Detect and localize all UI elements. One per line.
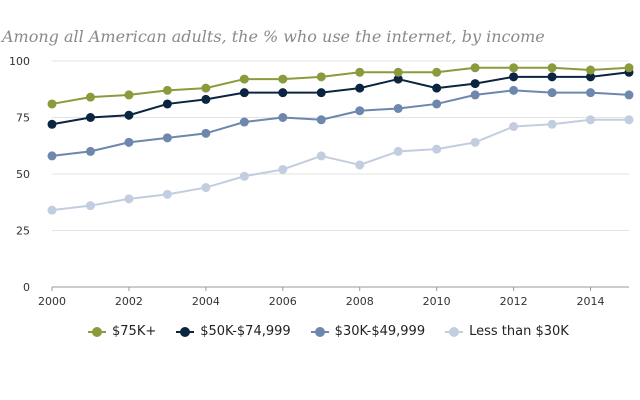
data-point-1 — [201, 94, 211, 104]
data-point-3 — [470, 137, 480, 147]
data-point-3 — [624, 115, 634, 125]
data-point-0 — [624, 63, 634, 73]
legend-label: $75K+ — [112, 324, 157, 339]
data-point-2 — [316, 115, 326, 125]
chart-legend: $75K+ $50K-$74,999 $30K-$49,999 Less than $… — [88, 324, 589, 339]
data-point-1 — [124, 110, 134, 120]
legend-item: Less than $30K — [445, 324, 569, 339]
data-point-2 — [624, 90, 634, 100]
x-tick-label: 2006 — [269, 295, 297, 308]
data-point-1 — [355, 83, 365, 93]
series-line-0 — [51, 66, 630, 105]
x-tick-label: 2004 — [192, 295, 220, 308]
data-point-1 — [162, 99, 172, 109]
data-point-0 — [586, 65, 596, 75]
y-tick-label: 75 — [16, 112, 30, 125]
data-point-0 — [124, 90, 134, 100]
y-tick-label: 100 — [9, 55, 30, 68]
data-point-3 — [547, 119, 557, 129]
data-point-1 — [316, 88, 326, 98]
data-point-0 — [47, 99, 57, 109]
data-point-1 — [509, 72, 519, 82]
data-point-3 — [316, 151, 326, 161]
data-point-3 — [355, 160, 365, 170]
y-tick-label: 0 — [23, 281, 30, 294]
data-point-2 — [432, 99, 442, 109]
data-point-0 — [278, 74, 288, 84]
x-tick-label: 2010 — [423, 295, 451, 308]
data-point-2 — [586, 88, 596, 98]
data-point-3 — [162, 189, 172, 199]
legend-marker-icon — [176, 325, 195, 339]
data-point-0 — [239, 74, 249, 84]
x-tick-label: 2014 — [577, 295, 605, 308]
data-point-0 — [393, 67, 403, 77]
data-point-1 — [47, 119, 57, 129]
data-point-1 — [432, 83, 442, 93]
legend-marker-icon — [445, 325, 464, 339]
legend-item: $75K+ — [88, 324, 156, 339]
data-point-1 — [470, 79, 480, 89]
data-point-0 — [470, 63, 480, 73]
data-point-1 — [85, 113, 95, 122]
data-point-0 — [509, 63, 519, 73]
data-point-3 — [85, 201, 95, 211]
series-line-1 — [51, 71, 630, 126]
data-point-3 — [509, 122, 519, 132]
data-point-3 — [586, 115, 596, 125]
data-point-2 — [509, 85, 519, 95]
chart-title: Among all American adults, the % who use… — [2, 27, 545, 46]
data-point-2 — [124, 137, 134, 147]
data-point-1 — [239, 88, 249, 98]
data-point-0 — [201, 83, 211, 93]
legend-label: $30K-$49,999 — [334, 324, 426, 339]
data-point-2 — [47, 151, 57, 161]
legend-label: $50K-$74,999 — [200, 324, 291, 339]
data-point-2 — [393, 103, 403, 113]
x-tick-label: 2002 — [115, 295, 143, 308]
data-point-3 — [393, 146, 403, 156]
data-point-0 — [162, 85, 172, 95]
data-point-1 — [547, 72, 557, 82]
data-point-2 — [201, 128, 211, 138]
data-point-1 — [586, 72, 596, 82]
data-point-3 — [124, 194, 134, 204]
data-point-2 — [355, 106, 365, 116]
data-point-2 — [85, 146, 95, 156]
y-tick-label: 25 — [16, 225, 30, 238]
data-point-1 — [393, 74, 403, 84]
legend-marker-icon — [88, 325, 106, 339]
y-tick-label: 50 — [16, 168, 30, 181]
data-point-3 — [47, 205, 57, 215]
data-point-0 — [85, 92, 95, 102]
legend-marker-icon — [310, 325, 329, 339]
data-point-3 — [278, 164, 288, 174]
data-point-3 — [432, 144, 442, 154]
x-tick-label: 2008 — [346, 295, 374, 308]
x-tick-label: 2000 — [38, 295, 66, 308]
data-point-2 — [278, 113, 288, 122]
series-line-3 — [51, 118, 629, 212]
data-point-3 — [201, 183, 211, 193]
data-point-0 — [547, 63, 557, 73]
legend-item: $50K-$74,999 — [176, 324, 291, 339]
series-line-2 — [51, 89, 630, 157]
data-point-2 — [470, 90, 480, 100]
data-point-0 — [432, 67, 442, 77]
data-point-2 — [162, 133, 172, 143]
legend-item: $30K-$49,999 — [310, 324, 426, 339]
data-point-3 — [239, 171, 249, 181]
legend-label: Less than $30K — [469, 324, 569, 339]
data-point-2 — [547, 88, 557, 98]
data-point-2 — [239, 117, 249, 127]
data-point-0 — [355, 67, 365, 77]
data-point-0 — [316, 72, 326, 82]
data-point-1 — [278, 88, 288, 98]
x-tick-label: 2012 — [500, 295, 528, 308]
